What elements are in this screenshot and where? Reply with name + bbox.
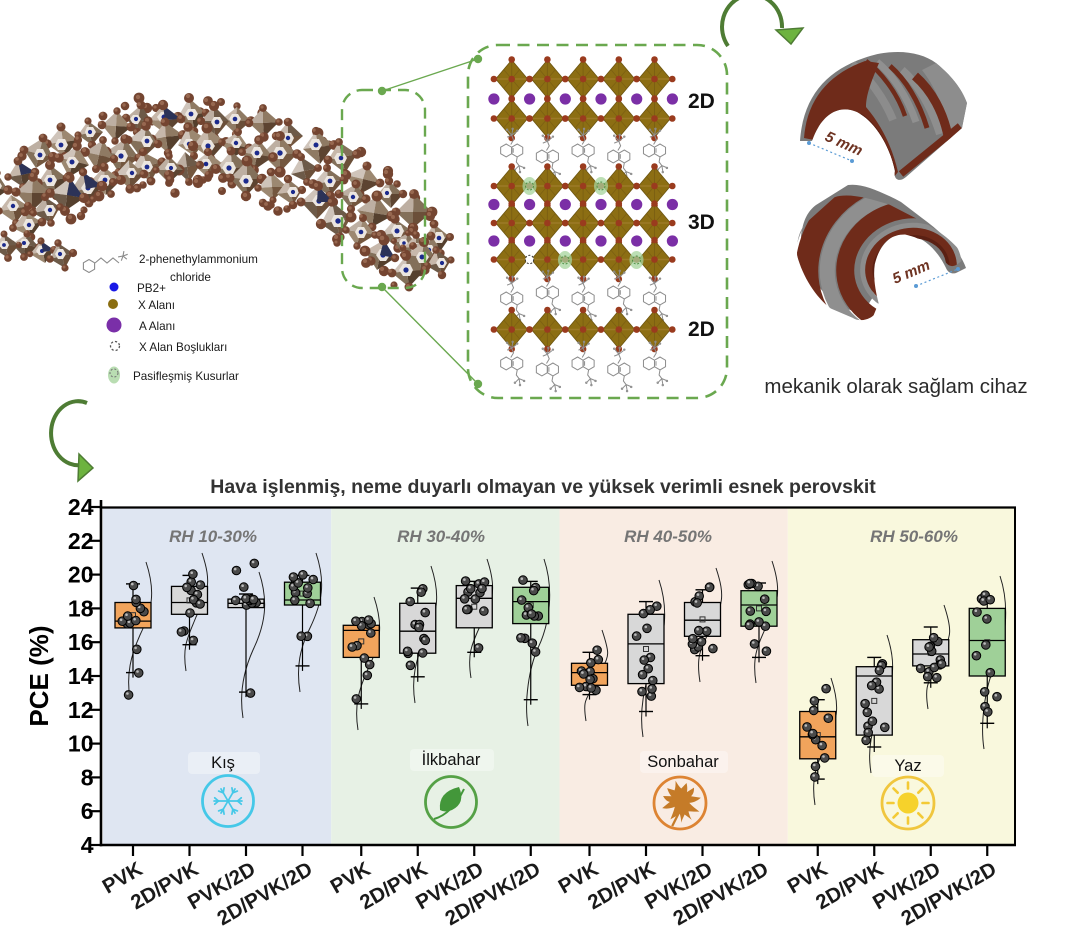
svg-text:RH 30-40%: RH 30-40%	[397, 527, 485, 546]
svg-text:Pasifleşmiş Kusurlar: Pasifleşmiş Kusurlar	[133, 370, 239, 383]
svg-text:10: 10	[68, 731, 94, 757]
svg-text:6: 6	[81, 798, 94, 824]
svg-text:Kış: Kış	[211, 754, 235, 772]
svg-text:4: 4	[81, 832, 94, 858]
svg-text:16: 16	[68, 629, 94, 655]
svg-text:5 mm: 5 mm	[890, 257, 933, 288]
svg-text:PCE (%): PCE (%)	[24, 625, 54, 726]
svg-text:2-phenethylammonium: 2-phenethylammonium	[139, 253, 258, 266]
svg-text:X Alan Boşlukları: X Alan Boşlukları	[139, 341, 227, 354]
svg-text:22: 22	[68, 528, 94, 554]
svg-text:RH 10-30%: RH 10-30%	[169, 527, 257, 546]
svg-text:14: 14	[68, 663, 94, 689]
svg-text:8: 8	[81, 764, 94, 790]
svg-text:A Alanı: A Alanı	[139, 320, 175, 333]
svg-text:20: 20	[68, 562, 94, 588]
svg-text:mekanik olarak sağlam cihaz: mekanik olarak sağlam cihaz	[764, 375, 1027, 398]
svg-text:5 mm: 5 mm	[822, 128, 865, 159]
svg-text:X Alanı: X Alanı	[138, 299, 175, 312]
svg-text:3D: 3D	[688, 211, 715, 234]
svg-text:Hava işlenmiş, neme duyarlı ol: Hava işlenmiş, neme duyarlı olmayan ve y…	[210, 476, 876, 498]
svg-text:2D: 2D	[688, 90, 715, 113]
svg-text:chloride: chloride	[170, 271, 211, 284]
svg-text:Sonbahar: Sonbahar	[647, 753, 719, 771]
svg-text:18: 18	[68, 595, 94, 621]
svg-text:İlkbahar: İlkbahar	[422, 750, 481, 769]
svg-text:2D: 2D	[688, 318, 715, 341]
svg-text:PB2+: PB2+	[137, 282, 166, 295]
svg-text:12: 12	[68, 697, 94, 723]
svg-text:Yaz: Yaz	[894, 757, 921, 775]
svg-text:RH 40-50%: RH 40-50%	[624, 527, 712, 546]
svg-text:RH 50-60%: RH 50-60%	[870, 527, 958, 546]
svg-text:24: 24	[68, 494, 94, 520]
